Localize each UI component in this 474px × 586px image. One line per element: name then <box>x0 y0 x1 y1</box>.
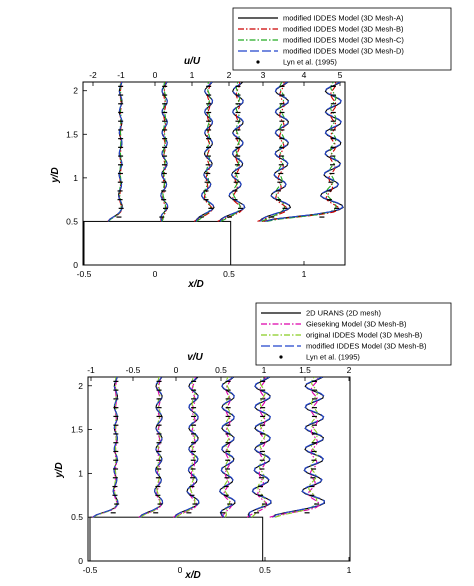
profile-line <box>92 377 118 518</box>
legend: 2D URANS (2D mesh) Gieseking Model (3D Me… <box>255 302 452 366</box>
top-tick-label: 1.5 <box>299 365 311 375</box>
top-tick-label: -1 <box>117 70 125 80</box>
profile-line <box>261 82 340 222</box>
profile-line <box>196 82 212 222</box>
profile-line <box>223 377 231 518</box>
profile-line <box>217 82 243 222</box>
bottom-tick-label: 1 <box>347 565 352 575</box>
profile-line <box>218 82 246 222</box>
y-tick-label: 1.5 <box>71 425 83 435</box>
top-tick-label: 3 <box>261 70 266 80</box>
profile-line <box>195 82 215 222</box>
profile-line <box>219 377 236 518</box>
legend-label: modified IDDES Model (3D Mesh-C) <box>283 36 404 45</box>
profile-line <box>251 377 266 518</box>
profile-line <box>259 82 291 222</box>
legend-label: Lyn et al. (1995) <box>306 353 360 362</box>
y-tick-label: 1 <box>78 468 83 478</box>
top-tick-label: -1 <box>87 365 95 375</box>
top-tick-label: -0.5 <box>126 365 141 375</box>
top-tick-label: 0 <box>174 365 179 375</box>
profile-line <box>261 82 286 222</box>
y-tick-label: 0.5 <box>66 216 78 226</box>
profile-line <box>219 82 246 222</box>
legend-box <box>232 7 452 71</box>
profile-line <box>193 82 213 222</box>
profile-line <box>246 377 268 518</box>
profile-line <box>269 377 320 518</box>
legend-label: original IDDES Model (3D Mesh-B) <box>306 331 423 340</box>
y-tick-label: 1 <box>73 173 78 183</box>
top-axis-title: u/U <box>184 56 201 67</box>
chart-v-velocity-profiles: -0.5 0 0.5 1-1 -0.5 0 0.5 1 1.5 200.511.52 v/U x/… <box>54 302 452 581</box>
top-tick-label: 1 <box>190 70 195 80</box>
y-tick-label: 0.5 <box>71 512 83 522</box>
profile-line <box>160 82 169 222</box>
bottom-tick-label: 0 <box>178 565 183 575</box>
legend-label: modified IDDES Model (3D Mesh-B) <box>306 342 427 351</box>
legend-label: modified IDDES Model (3D Mesh-D) <box>283 47 404 56</box>
legend-label: Lyn et al. (1995) <box>283 58 337 67</box>
profile-line <box>266 82 337 222</box>
top-tick-label: 1 <box>262 365 267 375</box>
profile-line <box>247 377 272 518</box>
top-tick-label: 2 <box>227 70 232 80</box>
legend: modified IDDES Model (3D Mesh-A) modified… <box>232 7 452 71</box>
top-tick-label: 0.5 <box>215 365 227 375</box>
bottom-tick-label: 0.5 <box>223 269 235 279</box>
top-tick-label: -2 <box>89 70 97 80</box>
y-axis-title: y/D <box>54 462 65 479</box>
profile-line <box>248 377 272 518</box>
bottom-tick-label: 0.5 <box>259 565 271 575</box>
top-axis-title: v/U <box>187 352 203 363</box>
y-tick-label: 1.5 <box>66 129 78 139</box>
top-tick-label: 2 <box>347 365 352 375</box>
profile-line <box>273 377 326 518</box>
bottom-tick-label: -0.5 <box>83 565 98 575</box>
profile-line <box>175 377 196 518</box>
bottom-axis-title: x/D <box>184 570 201 581</box>
legend-marker <box>256 60 260 64</box>
top-tick-label: 5 <box>338 70 343 80</box>
profile-line <box>259 82 292 222</box>
legend-label: modified IDDES Model (3D Mesh-B) <box>283 25 404 34</box>
profile-line <box>92 377 119 518</box>
y-tick-label: 2 <box>78 381 83 391</box>
chart-u-velocity-profiles: -0.5 0 0.5 1-2 -1 0 1 2 3 4 500.511.52 u/U x/D y/D… <box>50 7 452 290</box>
profile-line <box>161 82 167 222</box>
profile-line <box>139 377 163 518</box>
legend-label: 2D URANS (2D mesh) <box>306 309 382 318</box>
bottom-tick-label: 0 <box>153 269 158 279</box>
profile-line <box>274 377 319 518</box>
profile-line <box>140 377 161 518</box>
profile-line <box>92 377 118 518</box>
legend-label: modified IDDES Model (3D Mesh-A) <box>283 14 404 23</box>
profile-line <box>257 82 288 222</box>
bottom-tick-label: 1 <box>302 269 307 279</box>
profile-line <box>220 82 241 222</box>
profile-line <box>108 82 122 222</box>
top-tick-label: 0 <box>153 70 158 80</box>
profile-line <box>107 82 123 222</box>
y-tick-label: 0 <box>73 260 78 270</box>
top-tick-label: 4 <box>302 70 307 80</box>
legend-marker <box>279 355 283 359</box>
bottom-tick-label: -0.5 <box>77 269 92 279</box>
legend-label: Gieseking Model (3D Mesh-B) <box>306 320 407 329</box>
cylinder-body <box>89 516 264 562</box>
y-tick-label: 0 <box>78 556 83 566</box>
profile-line <box>174 377 200 518</box>
bottom-axis-title: x/D <box>187 279 204 290</box>
profile-line <box>265 82 344 222</box>
y-axis-title: y/D <box>50 167 61 184</box>
cylinder-body <box>83 220 232 266</box>
y-tick-label: 2 <box>73 86 78 96</box>
